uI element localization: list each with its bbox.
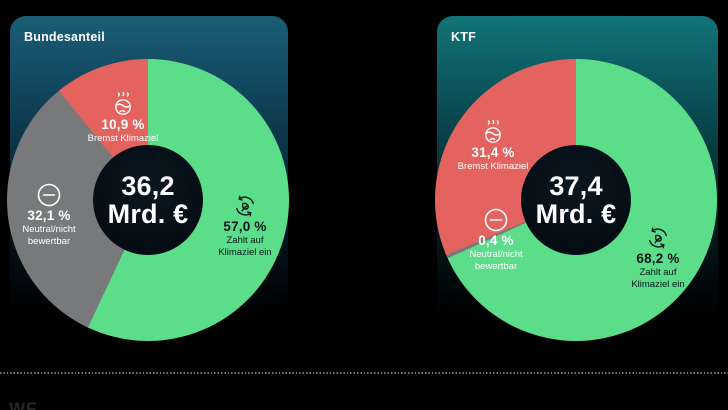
segment-text: Neutral/nicht bewertbar bbox=[469, 249, 523, 272]
dotted-divider bbox=[0, 372, 728, 374]
donut-chart-bundesanteil: 36,2 Mrd. € bbox=[7, 59, 289, 341]
center-unit: Mrd. € bbox=[535, 199, 617, 229]
segment-text: Bremst Klimaziel bbox=[457, 161, 529, 172]
segment-text: Zahlt auf Klimaziel ein bbox=[218, 235, 272, 258]
minus-circle-icon bbox=[484, 208, 508, 232]
segment-pct: 57,0 % bbox=[223, 219, 267, 234]
center-unit: Mrd. € bbox=[107, 199, 189, 229]
minus-circle-icon bbox=[37, 183, 61, 207]
segment-label-neutral: 0,4 % Neutral/nicht bewertbar bbox=[441, 208, 551, 272]
center-value: 37,4 bbox=[549, 171, 603, 201]
segment-label-neutral: 32,1 % Neutral/nicht bewertbar bbox=[0, 183, 104, 247]
segment-text: Bremst Klimaziel bbox=[87, 133, 159, 144]
donut-center-ktf: 37,4 Mrd. € bbox=[521, 145, 631, 255]
segment-pct: 68,2 % bbox=[636, 251, 680, 266]
chart-title-ktf: KTF bbox=[451, 30, 476, 44]
chart-title-bundesanteil: Bundesanteil bbox=[24, 30, 105, 44]
globe-heat-icon bbox=[485, 120, 501, 143]
leaf-cycle-icon bbox=[236, 195, 254, 217]
clipped-footer-heading: WF bbox=[9, 399, 38, 410]
segment-pct: 32,1 % bbox=[27, 208, 71, 223]
donut-center-bundesanteil: 36,2 Mrd. € bbox=[93, 145, 203, 255]
leaf-cycle-icon bbox=[649, 227, 667, 249]
segment-label-zahlt: 68,2 % Zahlt auf Klimaziel ein bbox=[603, 226, 713, 290]
segment-label-zahlt: 57,0 % Zahlt auf Klimaziel ein bbox=[190, 194, 300, 258]
segment-pct: 0,4 % bbox=[478, 233, 514, 248]
segment-label-bremst: 31,4 % Bremst Klimaziel bbox=[438, 120, 548, 173]
segment-text: Neutral/nicht bewertbar bbox=[22, 224, 76, 247]
segment-label-bremst: 10,9 % Bremst Klimaziel bbox=[68, 92, 178, 145]
segment-pct: 31,4 % bbox=[471, 145, 515, 160]
globe-heat-icon bbox=[115, 92, 131, 115]
center-value: 36,2 bbox=[121, 171, 175, 201]
segment-text: Zahlt auf Klimaziel ein bbox=[631, 267, 685, 290]
donut-chart-ktf: 37,4 Mrd. € bbox=[435, 59, 717, 341]
segment-pct: 10,9 % bbox=[101, 117, 145, 132]
